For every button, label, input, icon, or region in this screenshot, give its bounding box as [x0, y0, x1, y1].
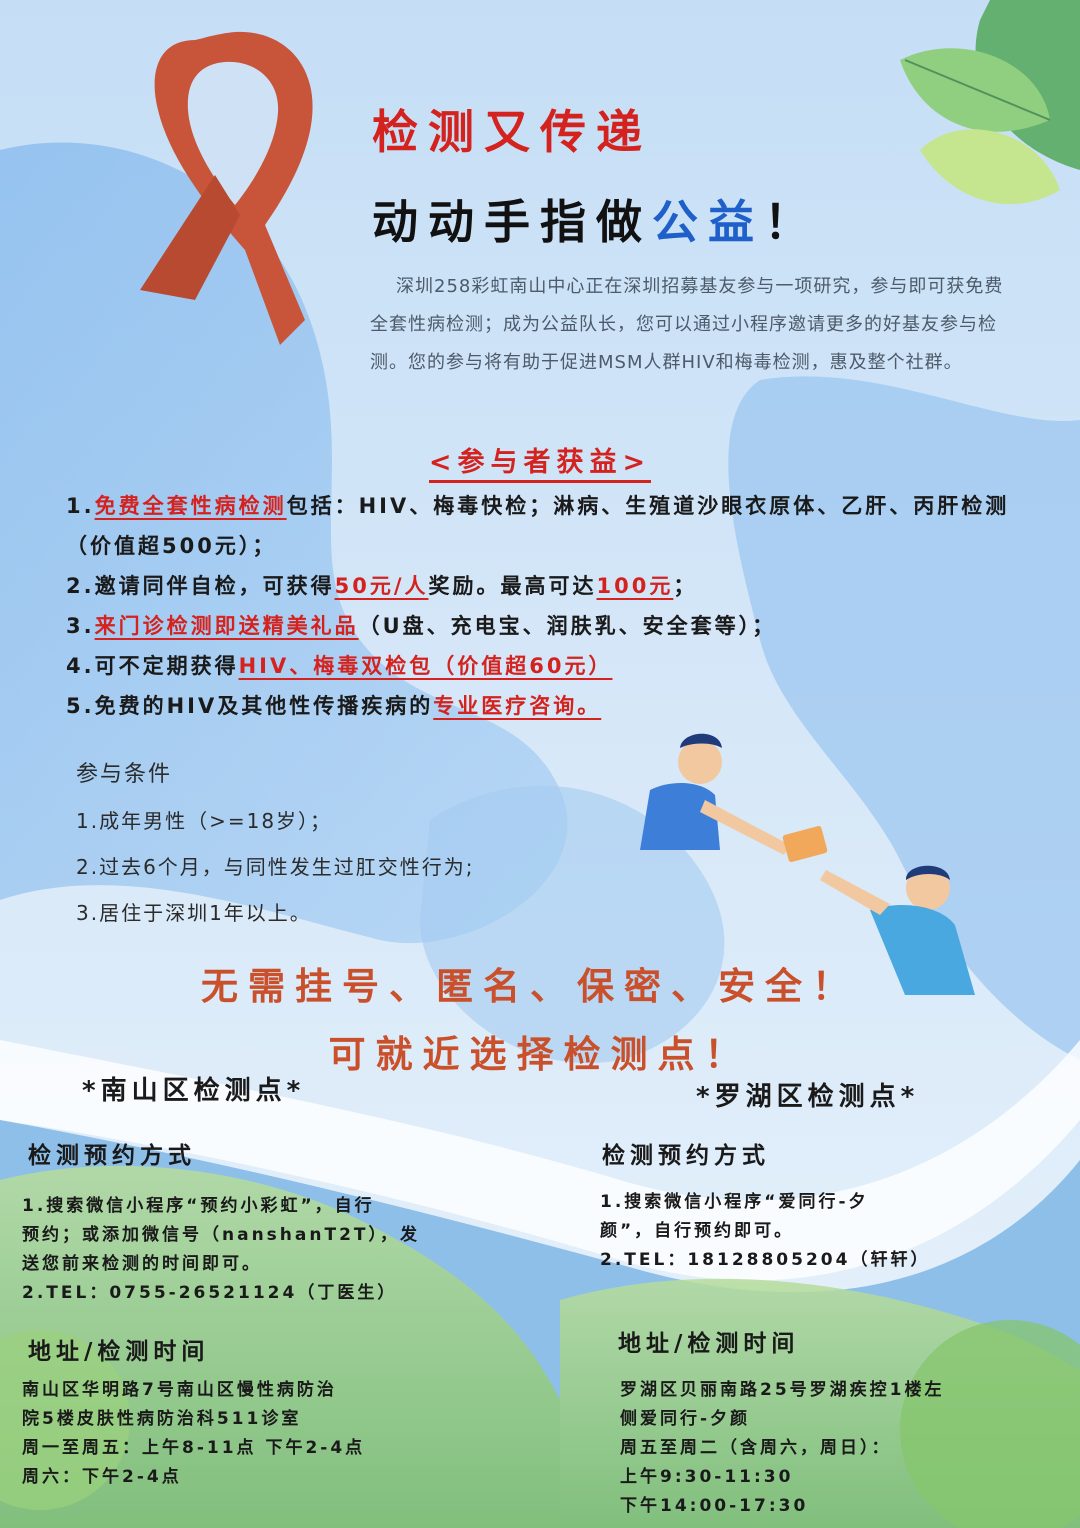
- condition-item-1: 1.成年男性（>=18岁）；: [76, 809, 333, 833]
- benefit-4-highlight: HIV、梅毒双检包（价值超60元）: [238, 654, 613, 678]
- luohu-address-heading: 地址/检测时间: [618, 1331, 800, 1357]
- benefits-list: 1.免费全套性病检测包括：HIV、梅毒快检；淋病、生殖道沙眼衣原体、乙肝、丙肝检…: [66, 486, 1046, 726]
- benefit-item-1: 1.免费全套性病检测包括：HIV、梅毒快检；淋病、生殖道沙眼衣原体、乙肝、丙肝检…: [66, 486, 1046, 566]
- conditions-block: 参与条件 1.成年男性（>=18岁）； 2.过去6个月，与同性发生过肛交性行为;…: [76, 752, 475, 936]
- luohu-site-name: *罗湖区检测点*: [696, 1082, 920, 1112]
- nanshan-booking-line-1: 1.搜索微信小程序“预约小彩虹”，自行: [22, 1196, 375, 1216]
- luohu-address-info: 罗湖区贝丽南路25号罗湖疾控1楼左 侧爱同行-夕颜 周五至周二（含周六，周日）：…: [620, 1376, 1060, 1521]
- luohu-booking-line-2: 颜”，自行预约即可。: [600, 1221, 795, 1241]
- benefit-2-highlight-2: 100元: [596, 574, 674, 598]
- benefit-3-prefix: 3.: [66, 614, 95, 638]
- benefit-2-highlight-1: 50元/人: [334, 574, 429, 598]
- title-part-charity: 公益: [652, 195, 764, 249]
- condition-item-3: 3.居住于深圳1年以上。: [76, 901, 312, 925]
- nanshan-booking-line-3: 送您前来检测的时间即可。: [22, 1254, 262, 1274]
- nanshan-address-line-2: 院5楼皮肤性病防治科511诊室: [22, 1409, 302, 1429]
- luohu-booking-heading: 检测预约方式: [602, 1143, 770, 1169]
- nanshan-address-info: 南山区华明路7号南山区慢性病防治 院5楼皮肤性病防治科511诊室 周一至周五：上…: [22, 1376, 522, 1492]
- nanshan-hours-line-1: 周一至周五：上午8-11点 下午2-4点: [22, 1438, 366, 1458]
- nanshan-address-heading: 地址/检测时间: [28, 1339, 210, 1365]
- benefits-heading-text: <参与者获益>: [428, 447, 652, 483]
- benefit-4-prefix: 4.可不定期获得: [66, 654, 239, 678]
- nanshan-booking-info: 1.搜索微信小程序“预约小彩虹”，自行 预约；或添加微信号（nanshanT2T…: [22, 1192, 522, 1308]
- condition-item-2: 2.过去6个月，与同性发生过肛交性行为;: [76, 855, 475, 879]
- benefit-3-highlight: 来门诊检测即送精美礼品: [94, 614, 359, 638]
- benefit-2-mid: 奖励。最高可达: [428, 574, 597, 598]
- red-ribbon-icon: [140, 31, 313, 345]
- benefit-item-5: 5.免费的HIV及其他性传播疾病的专业医疗咨询。: [66, 686, 1046, 726]
- conditions-heading: 参与条件: [76, 762, 173, 787]
- slogan-line-2: 可就近选择检测点！: [328, 1032, 752, 1076]
- intro-paragraph: 深圳258彩虹南山中心正在深圳招募基友参与一项研究，参与即可获免费全套性病检测；…: [370, 268, 1020, 382]
- benefit-5-highlight: 专业医疗咨询。: [433, 694, 602, 718]
- luohu-address-line-2: 侧爱同行-夕颜: [620, 1409, 751, 1429]
- benefit-2-end: ；: [673, 574, 698, 598]
- benefit-item-2: 2.邀请同伴自检，可获得50元/人奖励。最高可达100元；: [66, 566, 1046, 606]
- benefits-heading: <参与者获益>: [0, 440, 1080, 483]
- benefit-5-prefix: 5.免费的HIV及其他性传播疾病的: [66, 694, 434, 718]
- benefit-1-rest: 包括：HIV、梅毒快检；淋病、生殖道沙眼衣原体、乙肝、丙肝检测（价值超500元）…: [66, 494, 1010, 558]
- title-part-exclaim: ！: [764, 195, 820, 249]
- benefit-2-prefix: 2.邀请同伴自检，可获得: [66, 574, 335, 598]
- luohu-booking-info: 1.搜索微信小程序“爱同行-夕 颜”，自行预约即可。 2.TEL：1812880…: [600, 1188, 1040, 1275]
- benefit-3-rest: （U盘、充电宝、润肤乳、安全套等）；: [358, 614, 777, 638]
- benefit-1-highlight: 免费全套性病检测: [94, 494, 287, 518]
- slogan-line-1: 无需挂号、匿名、保密、安全！: [201, 964, 859, 1008]
- title-part-act: 动动手指做: [372, 195, 652, 249]
- benefit-item-3: 3.来门诊检测即送精美礼品（U盘、充电宝、润肤乳、安全套等）；: [66, 606, 1046, 646]
- benefit-1-prefix: 1.: [66, 494, 95, 518]
- nanshan-address-line-1: 南山区华明路7号南山区慢性病防治: [22, 1380, 337, 1400]
- luohu-hours-line-3: 下午14:00-17:30: [620, 1496, 809, 1516]
- luohu-hours-line-1: 周五至周二（含周六，周日）：: [620, 1438, 892, 1458]
- nanshan-hours-line-2: 周六：下午2-4点: [22, 1467, 182, 1487]
- title-part-check: 检测又: [372, 105, 540, 159]
- nanshan-site-name: *南山区检测点*: [82, 1076, 306, 1106]
- nanshan-booking-heading: 检测预约方式: [28, 1143, 196, 1169]
- luohu-hours-line-2: 上午9:30-11:30: [620, 1467, 794, 1487]
- people-illustration: [640, 733, 975, 995]
- title-line-1: 检测又传递: [372, 96, 652, 162]
- benefit-item-4: 4.可不定期获得HIV、梅毒双检包（价值超60元）: [66, 646, 1046, 686]
- luohu-address-line-1: 罗湖区贝丽南路25号罗湖疾控1楼左: [620, 1380, 945, 1400]
- title-part-pass: 传递: [540, 105, 652, 159]
- intro-text: 深圳258彩虹南山中心正在深圳招募基友参与一项研究，参与即可获免费全套性病检测；…: [370, 276, 1004, 373]
- nanshan-booking-line-2: 预约；或添加微信号（nanshanT2T），发: [22, 1225, 420, 1245]
- nanshan-booking-line-4: 2.TEL：0755-26521124（丁医生）: [22, 1283, 398, 1303]
- luohu-booking-line-1: 1.搜索微信小程序“爱同行-夕: [600, 1192, 869, 1212]
- luohu-booking-line-3: 2.TEL：18128805204（轩轩）: [600, 1250, 931, 1270]
- title-line-2: 动动手指做公益！: [372, 186, 820, 252]
